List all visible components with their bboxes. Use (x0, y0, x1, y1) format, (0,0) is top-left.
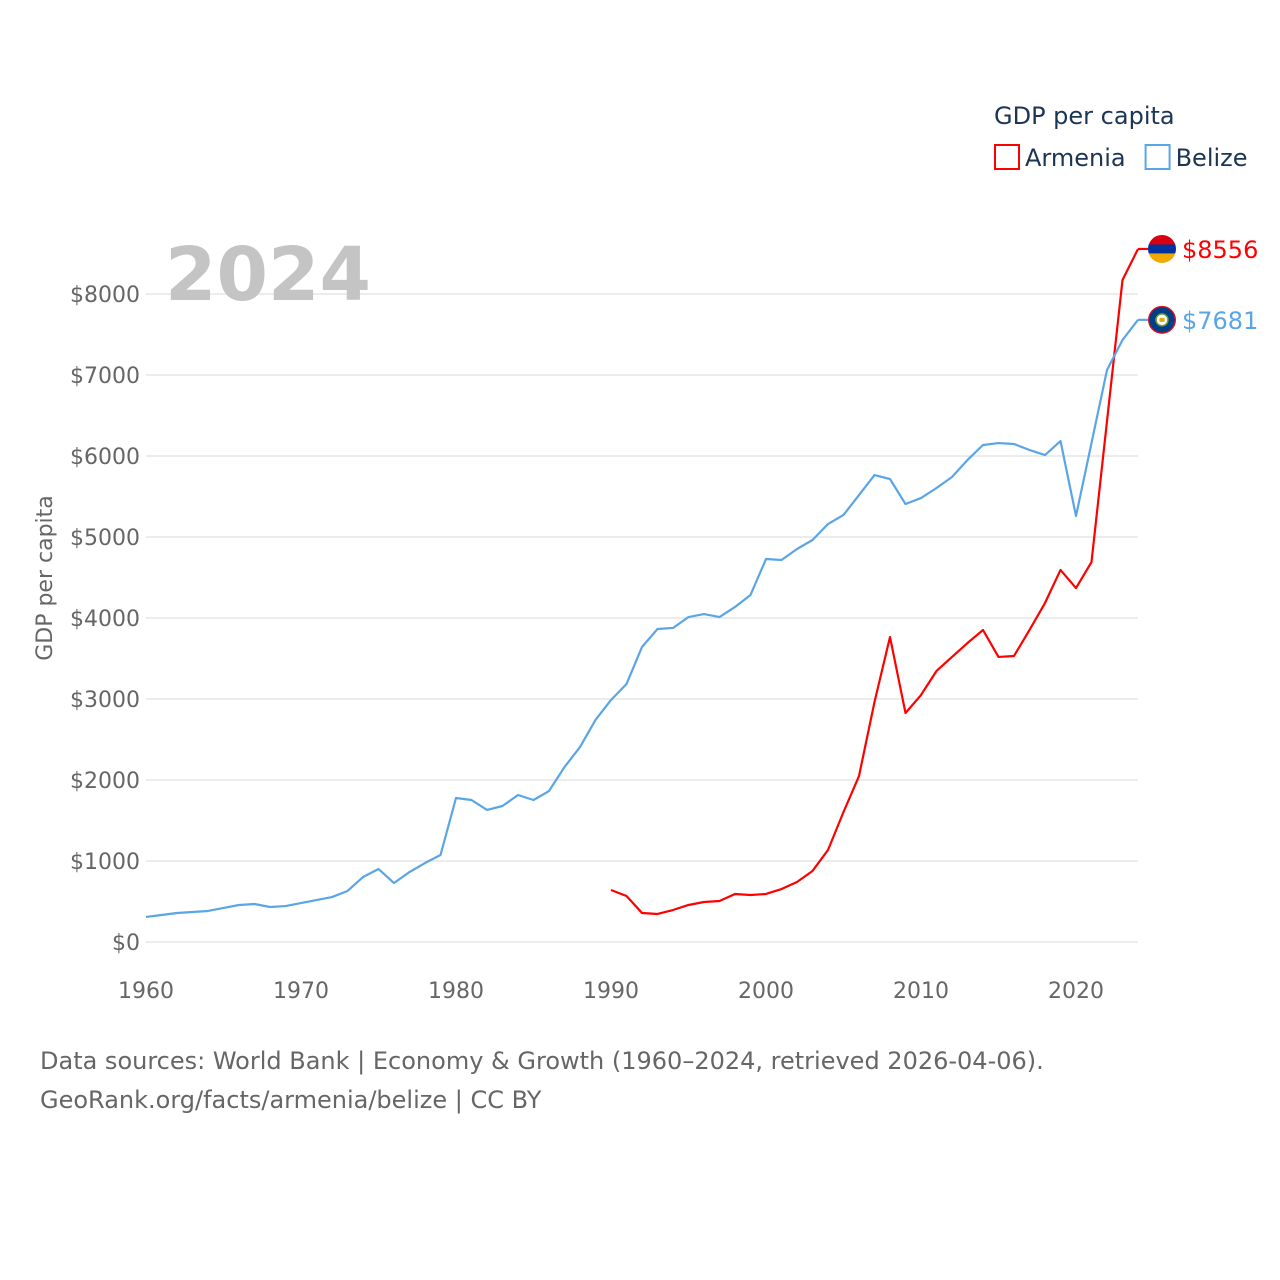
series-line-armenia (610, 248, 1139, 916)
y-tick-label: $4000 (70, 607, 140, 632)
y-tick-label: $6000 (70, 445, 140, 470)
x-tick-label: 2010 (893, 979, 949, 1004)
legend-title: GDP per capita (994, 102, 1175, 130)
y-tick-label: $0 (112, 931, 140, 956)
footer-sources: Data sources: World Bank | Economy & Gro… (40, 1047, 1044, 1075)
x-tick-label: 2020 (1048, 979, 1104, 1004)
footer-link[interactable]: GeoRank.org/facts/armenia/belize | CC BY (40, 1086, 542, 1114)
x-tick-label: 2000 (738, 979, 794, 1004)
series-line-belize (145, 319, 1139, 919)
x-tick-label: 1960 (118, 979, 174, 1004)
belize-flag-icon (1148, 305, 1176, 334)
legend-swatch (994, 144, 1020, 170)
y-tick-label: $2000 (70, 769, 140, 794)
end-value-label: $7681 (1182, 307, 1258, 335)
year-label: 2024 (165, 232, 371, 318)
x-tick-label: 1990 (583, 979, 639, 1004)
y-tick-label: $1000 (70, 850, 140, 875)
y-tick-label: $8000 (70, 283, 140, 308)
legend-item-armenia[interactable]: Armenia (994, 144, 1126, 172)
y-tick-label: $3000 (70, 688, 140, 713)
x-tick-label: 1980 (428, 979, 484, 1004)
y-tick-label: $7000 (70, 364, 140, 389)
x-tick-label: 1970 (273, 979, 329, 1004)
armenia-flag-icon (1148, 234, 1176, 263)
footer: Data sources: World Bank | Economy & Gro… (40, 1042, 1044, 1120)
y-axis-label: GDP per capita (33, 495, 58, 661)
legend-label: Belize (1176, 144, 1248, 172)
y-tick-label: $5000 (70, 526, 140, 551)
legend-item-belize[interactable]: Belize (1144, 144, 1248, 172)
end-value-label: $8556 (1182, 236, 1258, 264)
legend-label: Armenia (1025, 144, 1126, 172)
legend-swatch (1144, 144, 1171, 170)
